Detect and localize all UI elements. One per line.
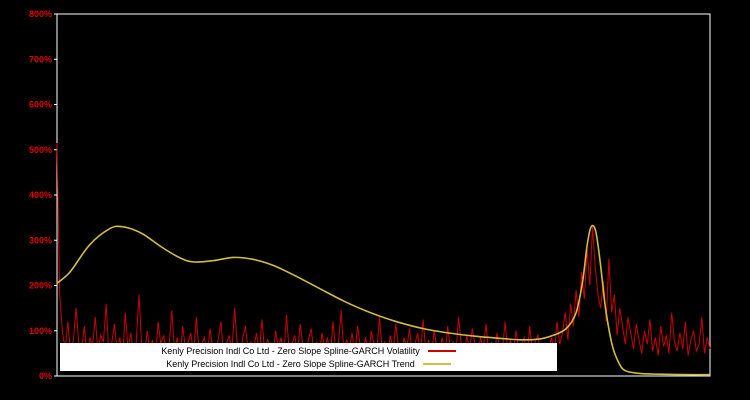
legend-label-trend: Kenly Precision Indl Co Ltd - Zero Slope…	[166, 358, 415, 369]
legend-label-volatility: Kenly Precision Indl Co Ltd - Zero Slope…	[161, 345, 420, 356]
y-axis-tick-label: 100%	[29, 326, 52, 336]
y-axis-tick-label: 300%	[29, 235, 52, 245]
y-axis-tick-label: 0%	[39, 371, 52, 381]
y-axis-tick-label: 600%	[29, 100, 52, 110]
legend-item-trend: Kenly Precision Indl Co Ltd - Zero Slope…	[60, 358, 557, 370]
y-axis-tick-label: 800%	[29, 9, 52, 19]
trend-series-line	[56, 224, 711, 376]
volatility-series-line	[56, 142, 711, 361]
trend-line-sample-icon	[422, 362, 451, 365]
legend: Kenly Precision Indl Co Ltd - Zero Slope…	[60, 343, 557, 371]
y-axis-tick-label: 200%	[29, 281, 52, 291]
y-axis-tick-label: 400%	[29, 190, 52, 200]
y-axis-tick-label: 700%	[29, 54, 52, 64]
y-axis-tick-label: 500%	[29, 145, 52, 155]
legend-item-volatility: Kenly Precision Indl Co Ltd - Zero Slope…	[60, 345, 557, 357]
volatility-line-sample-icon	[427, 349, 456, 352]
